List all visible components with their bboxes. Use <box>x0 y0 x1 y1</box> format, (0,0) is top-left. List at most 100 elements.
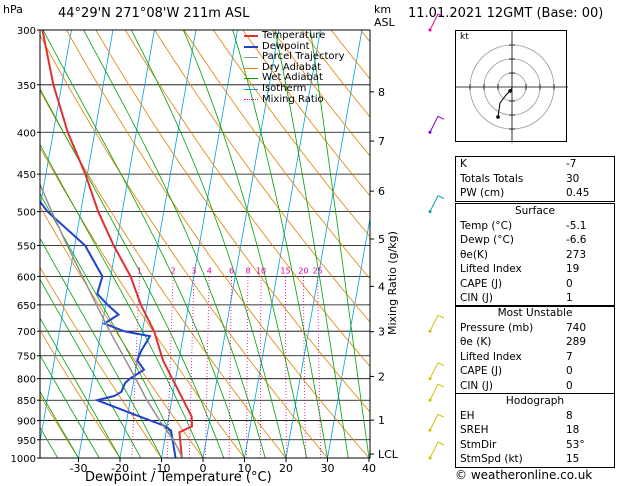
temp-tick-label: -30 <box>70 462 88 475</box>
wet-adiabat <box>310 30 370 458</box>
pressure-tick-label: 850 <box>17 396 36 407</box>
legend-item: Parcel Trajectory <box>244 52 345 63</box>
asl-unit: ASL <box>374 16 395 29</box>
table-row: θe(K) 273 <box>456 248 614 263</box>
wind-barb-flag <box>437 314 445 319</box>
pressure-tick-label: 800 <box>17 375 36 386</box>
legend-swatch <box>244 88 258 90</box>
wind-barb-flag <box>437 383 445 388</box>
km-tick-label: 4 <box>378 280 385 293</box>
pressure-tick-label: 950 <box>17 436 36 447</box>
wind-barb-flag <box>437 115 445 120</box>
wind-barb-flag <box>437 441 445 446</box>
mixing-ratio-label: 10 <box>256 266 266 275</box>
row-value: 7 <box>566 350 573 363</box>
table-row: CAPE (J) 0 <box>456 364 614 379</box>
legend-item: Mixing Ratio <box>244 93 345 106</box>
mixing-ratio-label: 25 <box>313 266 323 275</box>
table-row: StmSpd (kt) 15 <box>456 452 614 467</box>
table-row: PW (cm) 0.45 <box>456 186 614 201</box>
legend-label: Mixing Ratio <box>262 93 324 105</box>
mixing-ratio-line <box>189 276 195 458</box>
wind-barb-base <box>428 28 432 32</box>
wet-adiabat <box>42 30 245 458</box>
dry-adiabat <box>154 30 370 323</box>
row-label: StmDir <box>460 438 497 451</box>
dry-adiabat <box>66 30 370 458</box>
hodo-ticks <box>469 44 555 130</box>
pressure-tick-label: 1000 <box>11 454 36 465</box>
dry-adiabat <box>242 30 370 197</box>
wind-barb-flag <box>437 195 445 200</box>
legend-item: Dry Adiabat <box>244 62 345 74</box>
pressure-tick-label: 350 <box>17 81 36 92</box>
mixing-ratio-label: 6 <box>229 266 234 275</box>
table-row: K -7 <box>456 157 614 172</box>
row-label: θe(K) <box>460 248 488 261</box>
series-parcel-trajectory <box>40 182 183 458</box>
temp-tick-label: -20 <box>111 462 129 475</box>
row-value: 0 <box>566 379 573 392</box>
wind-barb-base <box>428 329 432 333</box>
x-axis-label: Dewpoint / Temperature (°C) <box>85 470 272 485</box>
temp-tick-label: 20 <box>279 462 293 475</box>
pressure-tick-label: 550 <box>17 241 36 252</box>
row-label: K <box>460 158 467 170</box>
axes: 3003504004505005506006507007508008509009… <box>11 26 399 475</box>
isotherm <box>119 30 197 458</box>
legend-swatch <box>244 67 258 69</box>
dry-adiabat <box>40 146 245 458</box>
legend-swatch <box>244 78 258 80</box>
wind-barb <box>429 362 439 379</box>
wind-barb-flag <box>437 13 445 18</box>
mixing-ratio-line <box>228 276 232 458</box>
table-row: Temp (°C) -5.1 <box>456 219 614 234</box>
wind-barbs <box>428 13 445 460</box>
row-label: PW (cm) <box>460 187 505 199</box>
row-value: 740 <box>566 321 587 334</box>
dry-adiabat <box>40 394 79 458</box>
wind-barb-base <box>428 456 432 460</box>
row-label: StmSpd (kt) <box>460 453 523 465</box>
legend-label: Temperature <box>262 30 326 41</box>
mixing-ratio-label: 8 <box>245 266 250 275</box>
most-unstable-title: Most Unstable <box>497 307 573 319</box>
legend-item: Dewpoint <box>244 41 345 53</box>
row-value: -7 <box>566 158 577 170</box>
row-label: Pressure (mb) <box>460 321 534 334</box>
row-label: EH <box>460 409 475 422</box>
hodo-point-start <box>508 89 512 93</box>
mixing-ratio-label: 2 <box>171 266 176 275</box>
wind-barb <box>429 195 439 212</box>
dry-adiabat <box>124 30 370 368</box>
km-tick-label: LCL <box>378 448 399 461</box>
sounding-lines <box>40 30 194 458</box>
pressure-tick-label: 500 <box>17 208 36 219</box>
legend-swatch <box>244 99 258 101</box>
mixing-ratio-line <box>246 276 249 458</box>
legend-label: Isotherm <box>262 82 307 94</box>
wind-barb <box>429 116 439 133</box>
row-value: 0.45 <box>566 187 590 199</box>
pressure-tick-label: 600 <box>17 272 36 283</box>
table-row: θe (K) 289 <box>456 335 614 350</box>
wind-barb <box>429 441 439 459</box>
row-value: -6.6 <box>566 234 587 246</box>
mixing-ratio-axis-label: Mixing Ratio (g/kg) <box>386 231 399 335</box>
row-value: 8 <box>566 409 573 422</box>
row-value: 273 <box>566 248 587 261</box>
legend-label: Wet Adiabat <box>262 72 323 84</box>
wind-barb <box>429 314 439 332</box>
row-label: Dewp (°C) <box>460 234 514 246</box>
legend-item: Isotherm <box>244 82 345 95</box>
wind-barb-base <box>428 398 432 402</box>
row-value: 0 <box>566 277 573 290</box>
temp-tick-label: 30 <box>321 462 335 475</box>
plot-frame <box>39 29 371 459</box>
most-unstable-table: Most Unstable Pressure (mb) 740 θe (K) 289 L… <box>455 305 615 394</box>
wet-adiabat <box>232 30 328 458</box>
km-tick-label: 7 <box>378 135 385 148</box>
isotherm <box>78 30 155 458</box>
table-row: CIN (J) 0 <box>456 379 614 394</box>
